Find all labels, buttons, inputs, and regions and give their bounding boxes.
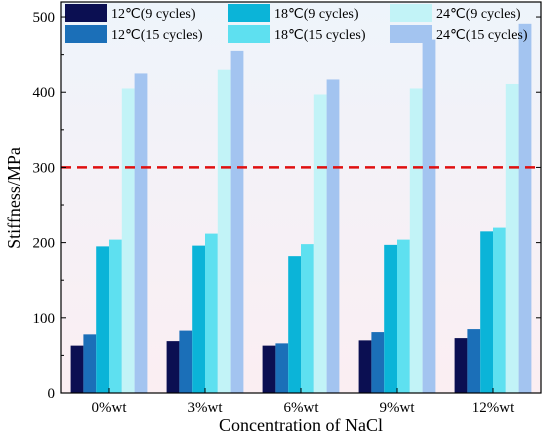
- bar-24-15-cycles--9-wt: [422, 39, 436, 393]
- bar-12-9-cycles--0-wt: [70, 345, 84, 393]
- bar-24-9-cycles--9-wt: [409, 88, 423, 393]
- bar-12-15-cycles--6-wt: [275, 343, 289, 393]
- legend-label: 24℃(9 cycles): [436, 7, 521, 22]
- bar-12-9-cycles--9-wt: [358, 340, 372, 393]
- y-axis: 0 100 200 300 400 500: [33, 10, 541, 402]
- legend-label: 18℃(9 cycles): [274, 7, 359, 22]
- x-axis: 0%wt 3%wt 6%wt 9%wt 12%wt: [92, 388, 515, 416]
- legend-label: 18℃(15 cycles): [274, 28, 366, 43]
- bar-18-9-cycles--6-wt: [288, 256, 301, 393]
- x-axis-title: Concentration of NaCl: [219, 415, 383, 435]
- bar-24-15-cycles--12-wt: [518, 23, 532, 394]
- bar-12-9-cycles--12-wt: [454, 338, 468, 393]
- x-tick-label: 0%wt: [92, 400, 128, 416]
- bar-24-15-cycles--0-wt: [134, 73, 148, 394]
- bar-12-9-cycles--3-wt: [166, 341, 180, 393]
- x-tick-label: 3%wt: [188, 400, 224, 416]
- bar-18-15-cycles--0-wt: [109, 239, 122, 393]
- x-tick-label: 12%wt: [472, 400, 515, 416]
- legend-swatch: [65, 25, 107, 43]
- bar-18-15-cycles--3-wt: [205, 233, 218, 393]
- bar-18-9-cycles--0-wt: [96, 246, 109, 394]
- y-tick-label: 400: [33, 85, 56, 101]
- legend-swatch: [390, 4, 432, 22]
- legend-label: 12℃(9 cycles): [111, 7, 196, 22]
- bar-18-15-cycles--6-wt: [301, 244, 314, 393]
- bar-18-9-cycles--12-wt: [480, 231, 493, 393]
- bar-18-15-cycles--12-wt: [493, 227, 506, 393]
- legend: 12℃(9 cycles) 12℃(15 cycles) 18℃(9 cycles)…: [65, 4, 528, 43]
- bar-18-9-cycles--3-wt: [192, 245, 205, 393]
- y-axis-title: Stiffness/MPa: [4, 147, 24, 249]
- bar-12-15-cycles--0-wt: [83, 334, 97, 393]
- y-tick-label: 0: [48, 386, 56, 402]
- legend-label: 24℃(15 cycles): [436, 28, 528, 43]
- bar-18-9-cycles--9-wt: [384, 244, 397, 393]
- y-tick-label: 300: [33, 160, 56, 176]
- bar-24-9-cycles--6-wt: [313, 94, 327, 394]
- y-tick-label: 200: [33, 236, 56, 252]
- bar-24-9-cycles--0-wt: [121, 88, 135, 393]
- bar-24-9-cycles--12-wt: [505, 83, 519, 394]
- bar-12-15-cycles--12-wt: [467, 329, 481, 393]
- y-tick-label: 500: [33, 10, 56, 26]
- bar-12-9-cycles--6-wt: [262, 345, 276, 393]
- x-tick-label: 6%wt: [284, 400, 320, 416]
- legend-swatch: [228, 25, 270, 43]
- y-tick-label: 100: [33, 311, 56, 327]
- legend-swatch: [65, 4, 107, 22]
- bar-24-15-cycles--3-wt: [230, 50, 244, 394]
- bar-18-15-cycles--9-wt: [397, 239, 410, 393]
- x-tick-label: 9%wt: [380, 400, 416, 416]
- bar-12-15-cycles--9-wt: [371, 332, 385, 393]
- legend-swatch: [228, 4, 270, 22]
- legend-swatch: [390, 25, 432, 43]
- bar-24-9-cycles--3-wt: [217, 69, 231, 394]
- bar-12-15-cycles--3-wt: [179, 330, 193, 393]
- bar-24-15-cycles--6-wt: [326, 79, 340, 393]
- bars-group: [70, 23, 532, 394]
- legend-label: 12℃(15 cycles): [111, 28, 203, 43]
